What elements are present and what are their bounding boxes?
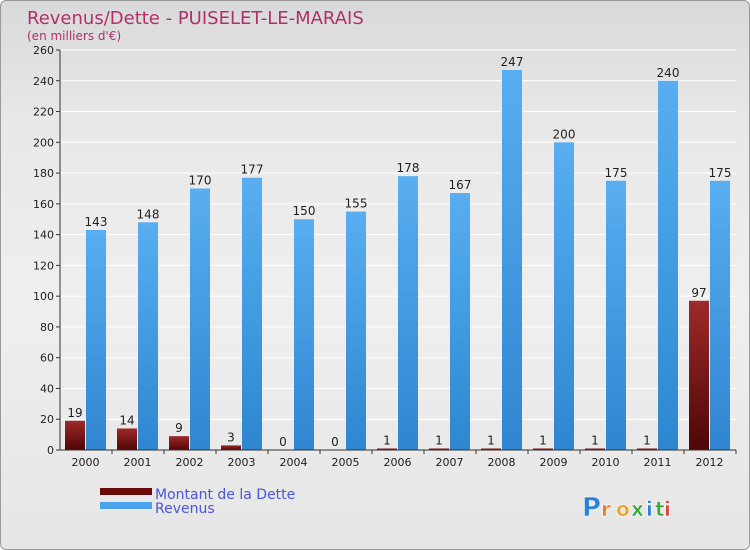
- bar-revenus: [502, 70, 522, 450]
- bar-dette: [637, 448, 657, 450]
- chart-subtitle: (en milliers d'€): [27, 29, 121, 43]
- bar-dette: [221, 445, 241, 450]
- data-label: 150: [293, 204, 316, 218]
- y-tick-label: 60: [40, 352, 54, 365]
- bar-dette: [117, 428, 137, 450]
- data-labels: 19 143 14 148 9 170 3 177 0 150 0 155 1 178 1 167 1 247 1 2…: [67, 55, 731, 449]
- bar-revenus: [658, 80, 678, 451]
- data-label: 175: [605, 166, 628, 180]
- data-label: 1: [383, 433, 391, 447]
- bar-dette: [65, 420, 85, 450]
- y-tick-label: 0: [47, 444, 54, 457]
- bar-dette: [169, 436, 189, 450]
- logo-letter: P: [582, 493, 601, 523]
- x-tick-label: 2004: [280, 456, 308, 469]
- bar-dette: [377, 448, 397, 450]
- legend-swatch: [100, 502, 152, 509]
- data-label: 247: [501, 55, 524, 69]
- logo-letter: x: [631, 497, 644, 521]
- bar-revenus: [398, 176, 418, 450]
- bar-dette: [429, 448, 449, 450]
- bar-revenus: [554, 142, 574, 451]
- y-tick-label: 80: [40, 321, 54, 334]
- logo-letter: t: [655, 497, 665, 521]
- legend-label: Revenus: [155, 501, 215, 517]
- y-tick-label: 200: [33, 136, 54, 149]
- data-label: 1: [539, 433, 547, 447]
- x-tick-label: 2005: [332, 456, 360, 469]
- data-label: 14: [119, 413, 134, 427]
- data-label: 0: [331, 435, 339, 449]
- bar-revenus: [606, 180, 626, 450]
- bar-dette: [533, 448, 553, 450]
- logo-letter: o: [616, 497, 630, 521]
- bar-revenus: [710, 180, 730, 450]
- y-tick-label: 260: [33, 44, 54, 57]
- data-label: 170: [189, 173, 212, 187]
- data-label: 167: [449, 178, 472, 192]
- data-label: 175: [709, 166, 732, 180]
- y-tick-label: 120: [33, 259, 54, 272]
- bar-revenus: [294, 219, 314, 450]
- data-label: 1: [435, 433, 443, 447]
- data-label: 9: [175, 421, 183, 435]
- bar-revenus: [346, 211, 366, 450]
- x-tick-label: 2012: [696, 456, 724, 469]
- x-tick-label: 2001: [124, 456, 152, 469]
- x-tick-label: 2008: [488, 456, 516, 469]
- data-label: 200: [553, 127, 576, 141]
- data-label: 1: [643, 433, 651, 447]
- bar-dette: [585, 448, 605, 450]
- bar-revenus: [450, 193, 470, 451]
- bar-revenus: [86, 230, 106, 450]
- y-tick-label: 220: [33, 106, 54, 119]
- data-label: 0: [279, 435, 287, 449]
- data-label: 143: [85, 215, 108, 229]
- chart-title: Revenus/Dette - PUISELET-LE-MARAIS: [27, 8, 364, 29]
- bar-revenus: [190, 188, 210, 450]
- x-tick-label: 2006: [384, 456, 412, 469]
- y-tick-label: 20: [40, 413, 54, 426]
- data-label: 97: [691, 286, 706, 300]
- x-tick-label: 2009: [540, 456, 568, 469]
- data-label: 1: [591, 433, 599, 447]
- bars: [65, 70, 730, 451]
- logo-letter: i: [646, 497, 653, 521]
- x-tick-label: 2010: [592, 456, 620, 469]
- y-axis-ticks: 0 20 40 60 80 100 120 140 160 180 200 220 240 260: [33, 44, 60, 457]
- data-label: 155: [345, 197, 368, 211]
- data-label: 3: [227, 430, 235, 444]
- data-label: 148: [137, 207, 160, 221]
- y-tick-label: 180: [33, 167, 54, 180]
- bar-dette: [689, 300, 709, 450]
- data-label: 19: [67, 406, 82, 420]
- logo-letter: i: [664, 497, 671, 521]
- legend-swatch: [100, 488, 152, 495]
- y-tick-label: 100: [33, 290, 54, 303]
- logo-letter: r: [601, 497, 611, 521]
- data-label: 178: [397, 161, 420, 175]
- data-label: 240: [657, 66, 680, 80]
- y-tick-label: 240: [33, 75, 54, 88]
- x-axis-ticks: 2000 2001 2002 2003 2004 2005 2006 2007 2008 2009…: [72, 450, 737, 469]
- y-tick-label: 160: [33, 198, 54, 211]
- legend-label: Montant de la Dette: [155, 487, 295, 503]
- x-tick-label: 2007: [436, 456, 464, 469]
- data-label: 177: [241, 163, 264, 177]
- y-tick-label: 40: [40, 382, 54, 395]
- bar-dette: [481, 448, 501, 450]
- x-tick-label: 2003: [228, 456, 256, 469]
- bar-revenus: [242, 177, 262, 450]
- x-tick-label: 2000: [72, 456, 100, 469]
- y-tick-label: 140: [33, 229, 54, 242]
- bar-revenus: [138, 222, 158, 450]
- x-tick-label: 2002: [176, 456, 204, 469]
- x-tick-label: 2011: [644, 456, 672, 469]
- data-label: 1: [487, 433, 495, 447]
